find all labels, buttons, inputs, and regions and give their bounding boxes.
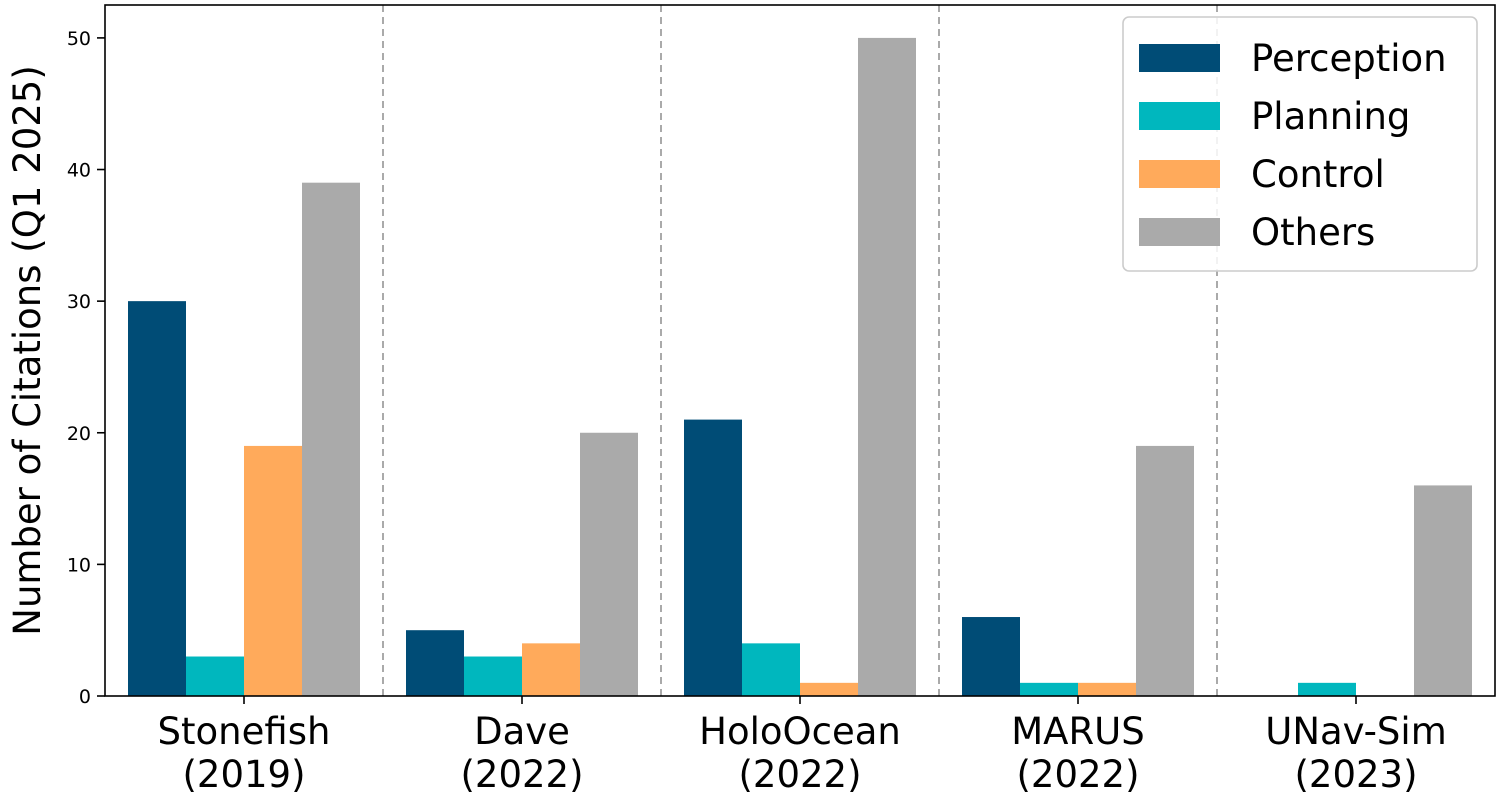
bar-others-2: [858, 37, 916, 696]
legend-label-others: Others: [1251, 211, 1375, 254]
bar-planning-1: [464, 656, 522, 696]
x-tick-label: MARUS: [1011, 710, 1145, 753]
legend-swatch-others: [1139, 218, 1220, 246]
bar-control-2: [800, 682, 858, 696]
x-tick-label: HoloOcean: [699, 710, 901, 753]
legend-label-control: Control: [1251, 153, 1385, 196]
legend-label-planning: Planning: [1251, 95, 1410, 138]
y-tick-label: 10: [67, 554, 91, 576]
bar-others-3: [1136, 445, 1194, 696]
bar-control-0: [244, 445, 302, 696]
x-tick-label: (2022): [738, 753, 861, 794]
bar-perception-1: [406, 630, 464, 696]
bar-planning-4: [1298, 682, 1356, 696]
x-tick-label: (2022): [1016, 753, 1139, 794]
y-tick-label: 0: [79, 686, 91, 708]
bar-control-1: [522, 643, 580, 696]
legend-box: [1122, 16, 1478, 272]
y-tick-label: 20: [67, 423, 91, 445]
bar-perception-2: [684, 419, 742, 696]
x-tick-label: (2019): [182, 753, 305, 794]
bar-planning-2: [742, 643, 800, 696]
legend-swatch-planning: [1139, 102, 1220, 130]
y-tick-label: 30: [67, 291, 91, 313]
y-axis: 0 10 20 30 40 50: [67, 28, 105, 708]
bar-others-0: [302, 182, 360, 696]
bar-perception-3: [962, 617, 1020, 696]
legend-swatch-control: [1139, 160, 1220, 188]
x-tick-label: (2022): [460, 753, 583, 794]
y-axis-title: Number of Citations (Q1 2025): [6, 65, 49, 635]
x-tick-label: (2023): [1294, 753, 1417, 794]
bar-planning-3: [1020, 682, 1078, 696]
x-tick-label: UNav-Sim: [1265, 710, 1447, 753]
bar-planning-0: [186, 656, 244, 696]
bar-others-1: [580, 432, 638, 696]
x-tick-label: Dave: [474, 710, 570, 753]
bar-perception-0: [128, 301, 186, 696]
legend-label-perception: Perception: [1251, 37, 1447, 80]
bar-control-3: [1078, 682, 1136, 696]
bar-others-4: [1414, 485, 1472, 696]
x-axis: Stonefish(2019)Dave(2022)HoloOcean(2022)…: [158, 696, 1447, 794]
bars: [128, 37, 1472, 696]
x-tick-label: Stonefish: [158, 710, 331, 753]
y-tick-label: 50: [67, 28, 91, 50]
legend-swatch-perception: [1139, 44, 1220, 72]
legend: Perception Planning Control Others: [1122, 16, 1478, 272]
y-tick-label: 40: [67, 160, 91, 182]
